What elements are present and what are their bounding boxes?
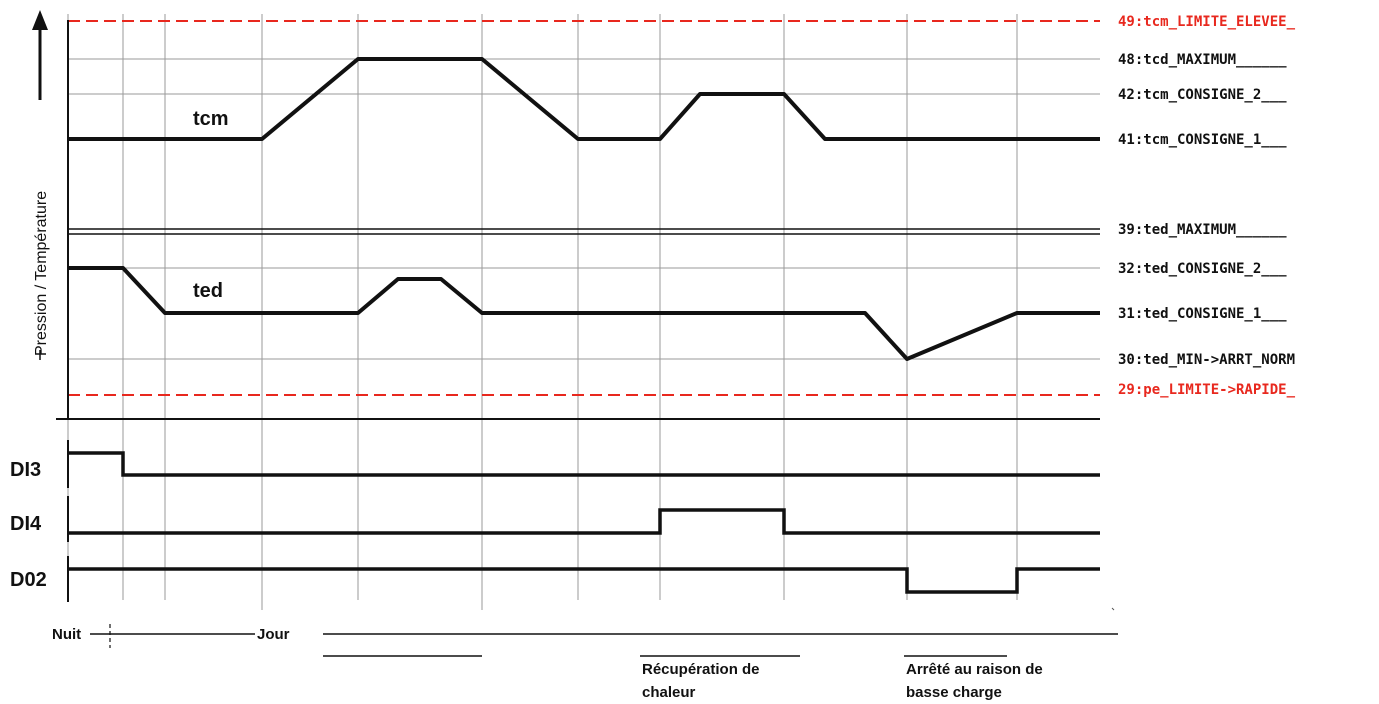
level-label-31: 31:ted_CONSIGNE_1___ [1118, 306, 1287, 322]
recup-label-line2: chaleur [642, 684, 696, 701]
arret-label-line1: Arrêté au raison de [906, 661, 1043, 678]
arret-label-line2: basse charge [906, 684, 1002, 701]
level-label-48: 48:tcd_MAXIMUM______ [1118, 52, 1287, 68]
di3-label: DI3 [10, 459, 41, 481]
level-label-30: 30:ted_MIN->ARRT_NORM [1118, 352, 1295, 368]
level-label-49: 49:tcm_LIMITE_ELEVEE_ [1118, 14, 1296, 30]
di4-label: DI4 [10, 513, 42, 535]
tcm-trace-label: tcm [193, 108, 229, 130]
level-grid [68, 58, 1100, 360]
ted-trace [68, 266, 1100, 361]
tcm-trace [68, 57, 1100, 141]
axis-title: Pression / Température [33, 191, 50, 356]
level-label-32: 32:ted_CONSIGNE_2___ [1118, 261, 1287, 277]
nuit-label: Nuit [52, 626, 81, 643]
recup-label-line1: Récupération de [642, 661, 760, 678]
level-label-42: 42:tcm_CONSIGNE_2___ [1118, 87, 1287, 103]
jour-label: Jour [257, 626, 290, 643]
do2-trace [68, 567, 1100, 594]
level-label-41: 41:tcm_CONSIGNE_1___ [1118, 132, 1287, 148]
level-label-29: 29:pe_LIMITE->RAPIDE_ [1118, 382, 1296, 398]
axis-separators [56, 20, 1100, 420]
level-label-39: 39:ted_MAXIMUM______ [1118, 222, 1287, 238]
end-tick [1111, 607, 1115, 611]
di4-trace [68, 508, 1100, 535]
do2-label: D02 [10, 569, 47, 591]
di3-trace [68, 451, 1100, 477]
ted-trace-label: ted [193, 280, 223, 302]
vertical-axis-arrow [32, 10, 48, 360]
level-labels: 49:tcm_LIMITE_ELEVEE_ 48:tcd_MAXIMUM____… [1118, 14, 1296, 398]
